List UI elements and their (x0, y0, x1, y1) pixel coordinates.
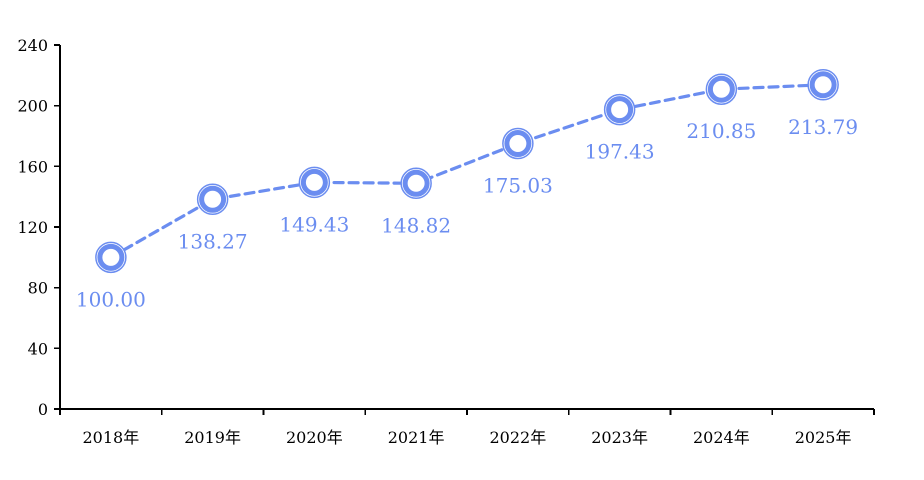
y-tick-label: 200 (17, 97, 48, 116)
x-tick-label: 2025年 (795, 428, 852, 447)
y-tick-label: 160 (17, 157, 48, 176)
y-tick-label: 240 (17, 36, 48, 55)
data-label: 138.27 (178, 229, 248, 253)
x-tick-label: 2019年 (184, 428, 241, 447)
x-tick-label: 2023年 (591, 428, 648, 447)
data-point-marker (504, 130, 532, 158)
data-label: 197.43 (585, 140, 655, 164)
data-label: 149.43 (279, 212, 349, 236)
y-tick-label: 120 (17, 218, 48, 237)
data-points (95, 69, 839, 274)
y-tick-label: 80 (28, 279, 48, 298)
data-point (705, 73, 738, 105)
data-label: 213.79 (788, 115, 858, 139)
data-point-marker (199, 185, 227, 213)
data-label: 175.03 (483, 174, 553, 198)
data-point (298, 166, 331, 199)
data-point-marker (707, 75, 735, 103)
data-label: 100.00 (76, 287, 146, 311)
data-point (807, 69, 839, 101)
data-point-marker (606, 96, 634, 124)
data-point (400, 167, 432, 200)
series-line-group (109, 83, 825, 259)
x-tick-label: 2018年 (83, 428, 140, 447)
data-point (603, 93, 636, 126)
data-point-marker (97, 243, 125, 271)
y-tick-label: 40 (28, 339, 48, 358)
x-tick-label: 2022年 (490, 428, 547, 447)
data-point (196, 183, 229, 216)
x-tick-label: 2024年 (693, 428, 750, 447)
series-line (109, 83, 825, 259)
data-point-marker (809, 71, 837, 99)
data-point-marker (300, 168, 328, 196)
x-tick-label: 2020年 (286, 428, 343, 447)
data-label: 210.85 (686, 119, 756, 143)
x-tick-label: 2021年 (388, 428, 445, 447)
data-point (95, 241, 127, 274)
y-tick-label: 0 (38, 400, 48, 419)
x-axis: 2018年 2019年 2020年 2021年 2022年 2023年 2024年 2025年 (59, 408, 875, 447)
y-axis: 0 40 80 120 160 200 240 (17, 36, 61, 419)
data-labels: 100.00 138.27 149.43 148.82 175.03 197.43 210.… (76, 115, 858, 312)
data-point-marker (402, 169, 430, 197)
data-label: 148.82 (381, 213, 451, 237)
data-point (502, 127, 534, 160)
